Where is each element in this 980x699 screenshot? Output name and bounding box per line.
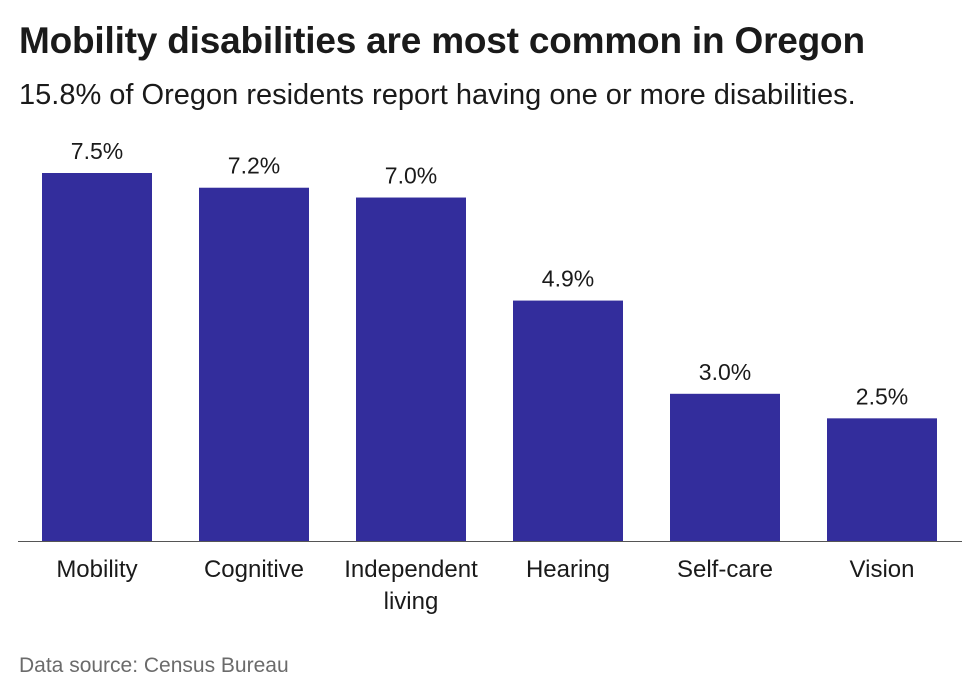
bars-layer bbox=[42, 173, 937, 542]
data-label: 4.9% bbox=[542, 266, 594, 292]
data-source: Data source: Census Bureau bbox=[19, 654, 289, 677]
chart-title: Mobility disabilities are most common in… bbox=[19, 20, 865, 61]
bar-hearing bbox=[513, 300, 623, 541]
category-label: Independent living bbox=[344, 556, 478, 615]
category-label: Mobility bbox=[56, 556, 137, 583]
category-label: Hearing bbox=[526, 556, 610, 583]
data-label: 2.5% bbox=[856, 383, 908, 409]
bar-self-care bbox=[670, 393, 780, 541]
category-label: Cognitive bbox=[204, 556, 304, 583]
data-label: 7.2% bbox=[228, 153, 280, 179]
bar-chart: 7.5% Mobility 7.2% Cognitive 7.0% Independent… bbox=[18, 138, 962, 615]
data-label: 3.0% bbox=[699, 359, 751, 385]
data-label: 7.0% bbox=[385, 163, 437, 189]
bar-independent-living bbox=[356, 197, 466, 542]
category-label: Self-care bbox=[677, 556, 773, 583]
bar-cognitive bbox=[199, 187, 309, 541]
labels-layer: 7.5% Mobility 7.2% Cognitive 7.0% Independent… bbox=[56, 138, 914, 615]
chart-subtitle: 15.8% of Oregon residents report having … bbox=[19, 79, 856, 111]
bar-mobility bbox=[42, 173, 152, 541]
category-label: Vision bbox=[850, 556, 915, 583]
bar-vision bbox=[827, 418, 937, 541]
data-label: 7.5% bbox=[71, 138, 123, 164]
